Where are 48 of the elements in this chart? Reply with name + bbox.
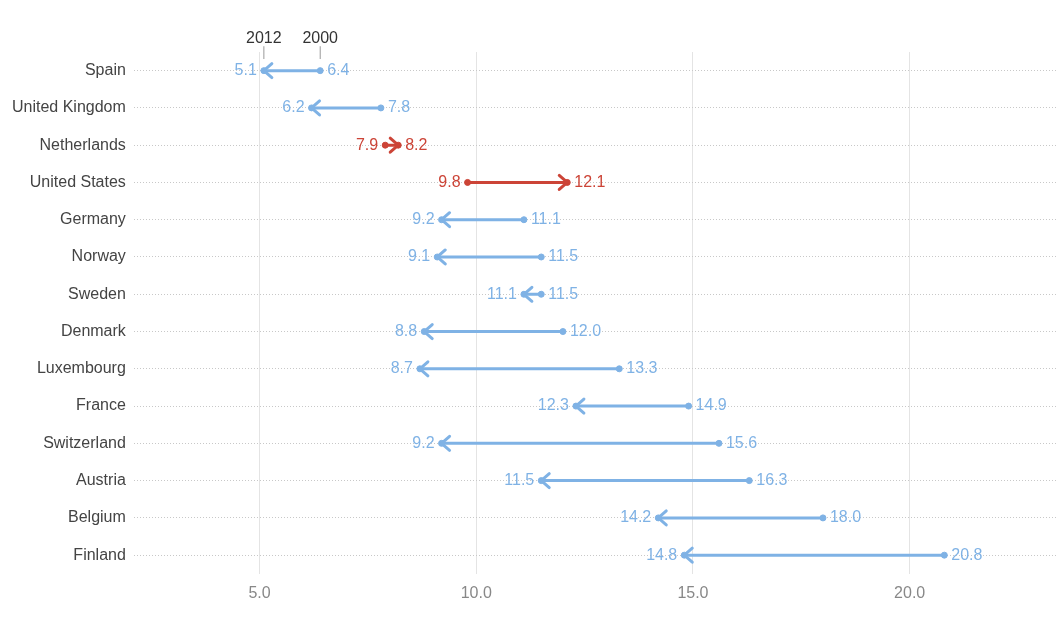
data-label: 12.3 [537,396,570,414]
y-tick-label: Luxembourg [36,359,126,377]
y-tick-label: France [76,396,126,414]
data-label: 7.9 [355,135,379,153]
y-tick-label: Finland [73,545,126,563]
data-label: 5.1 [234,61,257,79]
y-tick-label: Spain [84,61,126,79]
data-label: 6.4 [327,61,350,79]
data-label: 14.2 [620,508,652,526]
y-tick-label: United States [29,172,126,190]
data-label: 13.3 [626,359,658,377]
y-tick-label: Norway [71,247,126,265]
data-label: 11.5 [504,471,535,489]
data-label: 15.6 [725,433,758,451]
data-label: 9.1 [407,247,431,265]
data-label: 18.0 [829,508,862,526]
data-label: 14.8 [646,545,678,563]
data-label: 11.5 [548,284,579,302]
data-label: 7.8 [387,98,411,116]
y-tick-label: Netherlands [39,135,126,153]
data-label: 12.1 [574,172,606,190]
data-label: 11.1 [530,210,561,228]
x-tick-label: 10.0 [460,583,492,601]
data-label: 12.0 [569,321,602,339]
data-label: 8.2 [405,135,428,153]
data-label: 8.7 [390,359,413,377]
data-label: 9.2 [412,210,435,228]
data-label: 14.9 [695,396,727,414]
y-tick-label: United Kingdom [12,98,126,116]
x-tick-label: 20.0 [894,583,926,601]
data-label: 9.8 [438,172,461,190]
y-tick-label: Austria [76,471,126,489]
data-label: 11.1 [486,284,518,302]
y-tick-label: Belgium [68,508,126,526]
data-label: 8.8 [394,321,418,339]
y-tick-label: Sweden [68,284,126,302]
y-tick-label: Germany [60,210,126,228]
data-label: 11.5 [548,247,579,265]
x-tick-label: 5.0 [248,583,271,601]
data-label: 20.8 [951,545,983,563]
data-label: 9.2 [412,433,435,451]
series-label: 2012 [246,28,282,46]
data-label: 16.3 [756,471,788,489]
data-label: 6.2 [282,98,305,116]
y-tick-label: Switzerland [43,433,126,451]
y-tick-label: Denmark [60,321,127,339]
x-tick-label: 15.0 [677,583,709,601]
series-label: 2000 [302,28,339,46]
